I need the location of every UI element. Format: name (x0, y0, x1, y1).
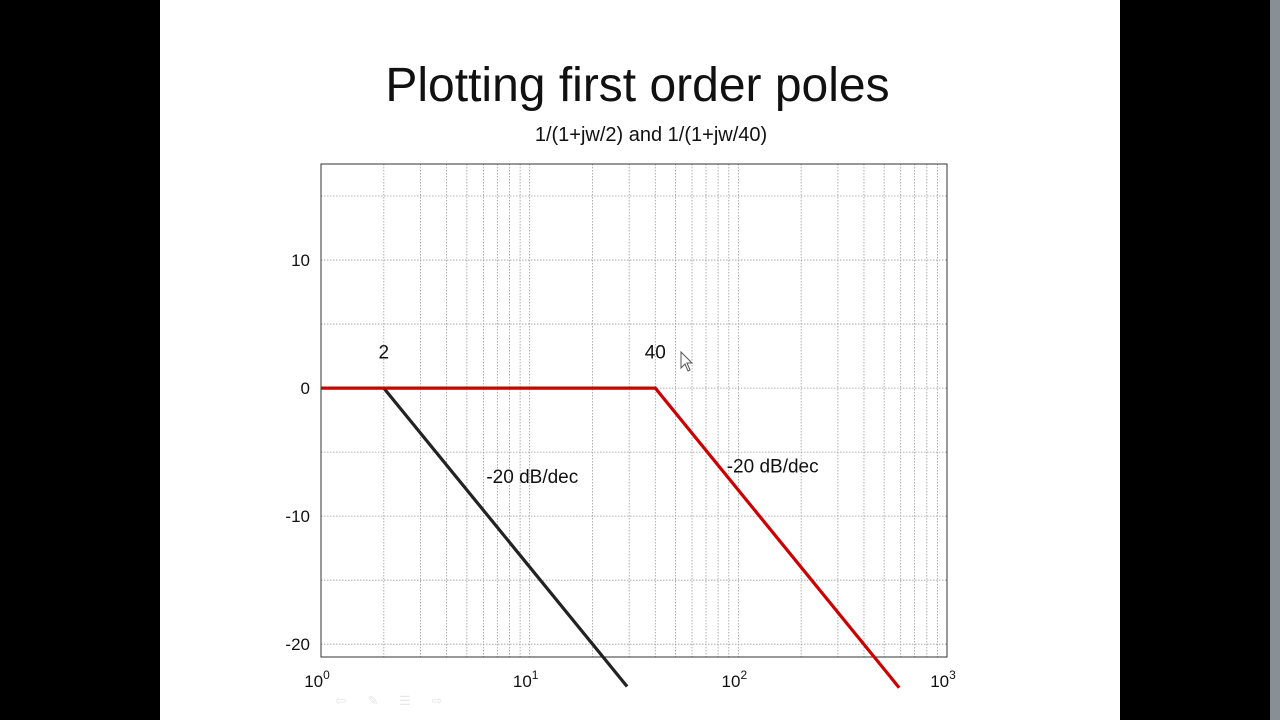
y-tick-label: 0 (301, 379, 310, 398)
x-tick-label: 100 (304, 668, 330, 691)
annotation-label: 2 (379, 343, 390, 364)
slide-subtitle: 1/(1+jw/2) and 1/(1+jw/40) (534, 124, 768, 146)
y-tick-label: -20 (285, 635, 310, 654)
x-tick-label: 102 (722, 668, 748, 691)
series-line-1 (382, 387, 629, 688)
next-icon[interactable]: ⇨ (431, 693, 443, 708)
annotation-label: 40 (645, 343, 666, 364)
series-line-2 (321, 386, 901, 689)
previous-icon[interactable]: ⇦ (335, 693, 347, 708)
plot-frame (320, 163, 948, 658)
mouse-cursor-icon (680, 350, 694, 372)
slide-title: Plotting first order poles (385, 59, 890, 112)
annotation-label: -20 dB/dec (486, 467, 578, 488)
plot-area (321, 164, 947, 657)
y-tick-label: 10 (291, 251, 310, 270)
y-tick-label: -10 (285, 507, 310, 526)
annotation-label: -20 dB/dec (727, 457, 819, 478)
menu-icon[interactable]: ☰ (399, 693, 411, 708)
x-tick-label: 103 (930, 668, 956, 691)
window-edge (1270, 0, 1280, 720)
x-tick-label: 101 (513, 668, 539, 691)
pen-icon[interactable]: ✎ (367, 693, 379, 708)
slide-nav-controls[interactable]: ⇦ ✎ ☰ ⇨ (332, 694, 446, 708)
